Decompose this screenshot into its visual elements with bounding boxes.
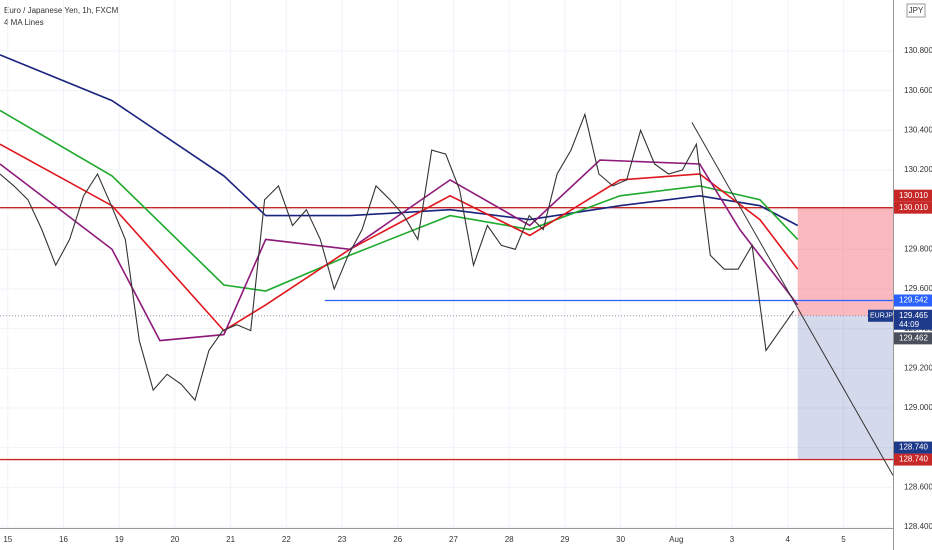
x-tick-label: Aug bbox=[669, 535, 683, 544]
level-tag bbox=[894, 201, 932, 214]
x-tick-label: 4 bbox=[785, 535, 790, 544]
y-tick-label: 129.800 bbox=[904, 244, 932, 253]
position-tag bbox=[894, 189, 932, 202]
level-tag bbox=[894, 294, 932, 307]
ma-line bbox=[0, 54, 799, 227]
x-tick-label: 5 bbox=[841, 535, 846, 544]
ma-line bbox=[0, 143, 799, 332]
x-tick-label: 23 bbox=[338, 535, 347, 544]
level-tag-label: 129.542 bbox=[899, 296, 928, 305]
x-tick-label: 19 bbox=[115, 535, 124, 544]
price-tag-label: 129.465 bbox=[899, 311, 928, 320]
x-tick-label: 28 bbox=[505, 535, 514, 544]
last-price-tag-label: 129.462 bbox=[899, 333, 928, 342]
position-tag-label: 130.010 bbox=[899, 191, 928, 200]
y-tick-label: 129.000 bbox=[904, 403, 932, 412]
y-tick-label: 128.400 bbox=[904, 522, 932, 531]
x-tick-label: 3 bbox=[730, 535, 735, 544]
currency-badge-text: JPY bbox=[909, 6, 924, 15]
last-price-tag bbox=[894, 332, 932, 345]
level-tag-label: 130.010 bbox=[899, 203, 928, 212]
x-tick-label: 29 bbox=[560, 535, 569, 544]
y-tick-label: 130.800 bbox=[904, 46, 932, 55]
symbol-tag bbox=[868, 309, 893, 322]
y-tick-label: 129.200 bbox=[904, 363, 932, 372]
x-tick-label: 27 bbox=[449, 535, 458, 544]
y-tick-label: 128.600 bbox=[904, 482, 932, 491]
x-tick-label: 21 bbox=[226, 535, 235, 544]
position-tag bbox=[894, 441, 932, 454]
y-tick-label: 130.600 bbox=[904, 86, 932, 95]
x-tick-label: 20 bbox=[170, 535, 179, 544]
level-tag-label: 128.740 bbox=[899, 455, 928, 464]
y-tick-label: 130.200 bbox=[904, 165, 932, 174]
ma-line bbox=[0, 159, 799, 342]
level-tag bbox=[894, 453, 932, 466]
chart-subtitle: 4 MA Lines bbox=[4, 18, 44, 27]
chart-title: Euro / Japanese Yen, 1h, FXCM bbox=[4, 6, 119, 15]
stop-zone bbox=[797, 207, 893, 316]
y-tick-label: 129.600 bbox=[904, 284, 932, 293]
x-tick-label: 30 bbox=[616, 535, 625, 544]
x-tick-label: 16 bbox=[59, 535, 68, 544]
x-tick-label: 15 bbox=[3, 535, 12, 544]
symbol-tag-label: EURJPY bbox=[870, 313, 898, 320]
trend-line bbox=[691, 122, 894, 476]
position-tag-label: 128.740 bbox=[899, 443, 928, 452]
ma-line bbox=[0, 109, 799, 292]
currency-badge[interactable] bbox=[906, 3, 926, 18]
y-tick-label: 130.400 bbox=[904, 125, 932, 134]
price-tag bbox=[894, 309, 932, 330]
countdown-label: 44:09 bbox=[899, 320, 920, 329]
x-tick-label: 22 bbox=[282, 535, 291, 544]
x-tick-label: 26 bbox=[393, 535, 402, 544]
price-line bbox=[0, 112, 795, 402]
target-zone bbox=[797, 315, 893, 460]
